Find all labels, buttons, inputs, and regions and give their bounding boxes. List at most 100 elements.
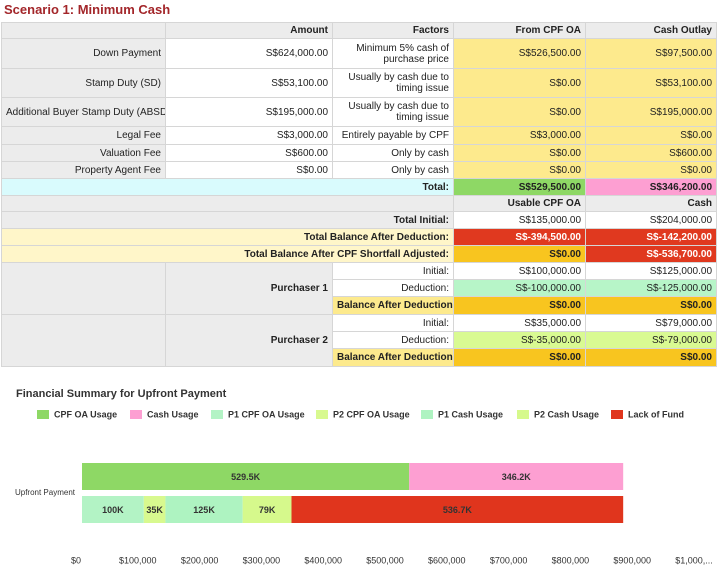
table-row: Total: S$529,500.00 S$346,200.00 (1, 178, 717, 196)
table-cell: Legal Fee (1, 126, 166, 145)
table-cell: S$195,000.00 (165, 97, 333, 127)
value-label: 125K (193, 505, 215, 515)
table-row: Deduction: S$-35,000.00 S$-79,000.00 (2, 331, 717, 349)
table-cell: S$0.00 (453, 348, 586, 367)
cost-table: Amount Factors From CPF OA Cash Outlay Down … (1, 22, 717, 367)
table-cell: S$600.00 (585, 144, 717, 162)
table-cell: S$53,100.00 (165, 68, 333, 98)
legend-swatch (421, 410, 433, 419)
table-cell: S$346,200.00 (585, 178, 717, 196)
value-label: 536.7K (443, 505, 473, 515)
table-cell: S$0.00 (585, 126, 717, 145)
table-cell: S$529,500.00 (453, 178, 586, 196)
legend-label: P2 CPF OA Usage (333, 409, 410, 419)
table-cell: S$0.00 (453, 68, 586, 98)
chart: Financial Summary for Upfront Payment $0… (15, 388, 713, 565)
table-cell: Cash (585, 195, 717, 212)
legend-label: CPF OA Usage (54, 409, 117, 419)
legend-swatch (211, 410, 223, 419)
legend-label: Cash Usage (147, 409, 199, 419)
value-label: 529.5K (231, 472, 261, 482)
table-row: Purchaser 2 Initial: S$35,000.00 S$79,000.0… (1, 314, 717, 367)
table-cell: Down Payment (1, 38, 166, 69)
bar-segment (165, 496, 243, 523)
table-cell: S$0.00 (585, 161, 717, 179)
table-cell: S$53,100.00 (585, 68, 717, 98)
x-tick-label: $1,000,... (675, 555, 713, 565)
table-cell: S$0.00 (453, 161, 586, 179)
table-row: Valuation Fee S$600.00 Only by cash S$0.00 S… (1, 144, 717, 162)
table-cell: S$35,000.00 (453, 314, 586, 332)
x-tick-label: $900,000 (613, 555, 651, 565)
legend-label: P1 Cash Usage (438, 409, 503, 419)
table-cell: Minimum 5% cash of purchase price (332, 38, 454, 69)
table-cell: Amount (165, 22, 333, 39)
x-tick-label: $500,000 (366, 555, 404, 565)
table-cell: S$0.00 (585, 348, 717, 367)
chart-title: Financial Summary for Upfront Payment (16, 388, 227, 400)
table-cell: S$526,500.00 (453, 38, 586, 69)
table-cell: Usually by cash due to timing issue (332, 97, 454, 127)
table-cell: S$0.00 (453, 245, 586, 263)
table-cell: S$0.00 (165, 161, 333, 179)
table-cell: S$-142,200.00 (585, 228, 717, 246)
x-tick-label: $0 (71, 555, 81, 565)
table-cell: S$-394,500.00 (453, 228, 586, 246)
table-cell: S$3,000.00 (453, 126, 586, 145)
table-cell (1, 262, 166, 315)
table-cell: Property Agent Fee (1, 161, 166, 179)
table-row: Total Balance After Deduction: S$-394,500… (1, 228, 717, 246)
table-cell: Purchaser 1 (165, 262, 333, 315)
table-cell: S$624,000.00 (165, 38, 333, 69)
x-tick-label: $300,000 (243, 555, 281, 565)
legend-label: P1 CPF OA Usage (228, 409, 305, 419)
table-row: Legal Fee S$3,000.00 Entirely payable by C… (1, 126, 717, 145)
legend-label: P2 Cash Usage (534, 409, 599, 419)
table-cell (1, 195, 454, 212)
x-tick-label: $200,000 (181, 555, 219, 565)
bar-segment (82, 463, 410, 490)
table-cell: Stamp Duty (SD) (1, 68, 166, 98)
table-cell: S$204,000.00 (585, 211, 717, 229)
table-row: Down Payment S$624,000.00 Minimum 5% cash … (1, 38, 717, 69)
table-cell: Deduction: (332, 331, 454, 349)
table-cell: S$125,000.00 (585, 262, 717, 280)
table-cell: Valuation Fee (1, 144, 166, 162)
table-cell: S$79,000.00 (585, 314, 717, 332)
table-cell: S$0.00 (585, 296, 717, 315)
table-cell: S$0.00 (453, 144, 586, 162)
table-cell (1, 314, 166, 367)
table-cell: S$195,000.00 (585, 97, 717, 127)
legend-label: Lack of Fund (628, 409, 684, 419)
table-cell: S$135,000.00 (453, 211, 586, 229)
x-tick-label: $600,000 (428, 555, 466, 565)
value-label: 346.2K (502, 472, 532, 482)
bar-segment (242, 496, 292, 523)
table-cell: S$-35,000.00 (453, 331, 586, 349)
legend-swatch (37, 410, 49, 419)
table-row: Balance After Deduction: S$0.00 S$0.00 (2, 348, 717, 367)
table-cell: S$-125,000.00 (585, 279, 717, 297)
y-tick-label: Upfront Payment (15, 488, 76, 497)
table-cell: Initial: (332, 314, 454, 332)
table-cell: S$-536,700.00 (585, 245, 717, 263)
legend-swatch (517, 410, 529, 419)
legend-swatch (611, 410, 623, 419)
table-row: Total Balance After CPF Shortfall Adjust… (1, 245, 717, 263)
table-cell: Only by cash (332, 144, 454, 162)
table-row: Additional Buyer Stamp Duty (ABSD) S$195,… (1, 97, 717, 127)
table-cell: Usually by cash due to timing issue (332, 68, 454, 98)
table-row: Property Agent Fee S$0.00 Only by cash S$0.… (1, 161, 717, 179)
table-cell: S$-100,000.00 (453, 279, 586, 297)
x-tick-label: $400,000 (304, 555, 342, 565)
table-row: Purchaser 1 Initial: S$100,000.00 S$125,000… (1, 262, 717, 315)
sheet-title: Scenario 1: Minimum Cash (4, 2, 171, 17)
table-cell (1, 22, 166, 39)
table-cell: Initial: (332, 262, 454, 280)
table-row: Amount Factors From CPF OA Cash Outlay (1, 22, 717, 39)
table-cell: S$3,000.00 (165, 126, 333, 145)
table-cell: S$100,000.00 (453, 262, 586, 280)
x-tick-label: $100,000 (119, 555, 157, 565)
table-cell: Deduction: (332, 279, 454, 297)
bar-segment (82, 496, 144, 523)
